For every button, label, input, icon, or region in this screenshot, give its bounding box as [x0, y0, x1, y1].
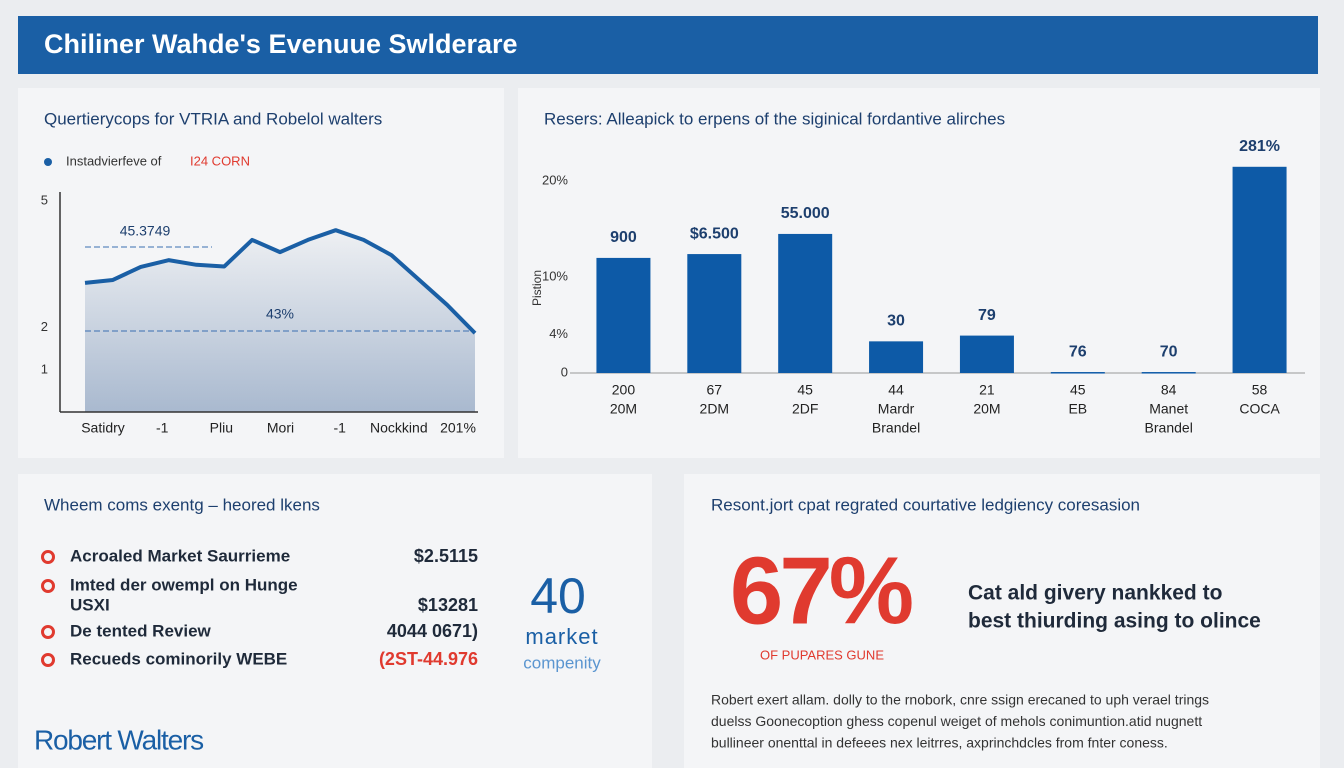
x-tick-label: 200	[612, 382, 636, 398]
x-tick-label: 44	[888, 382, 904, 398]
annotation: 43%	[266, 306, 294, 322]
logo: Robert Walters	[34, 724, 203, 755]
x-tick-label: 67	[707, 382, 723, 398]
line	[84, 228, 477, 335]
stat-caption: OF PUPARES GUNE	[760, 647, 884, 662]
big-stat: 67%	[730, 537, 912, 644]
y-tick-label: 10%	[542, 269, 568, 284]
bar	[959, 335, 1014, 373]
x-tick-label: 20M	[973, 401, 1000, 417]
bar	[1141, 372, 1196, 374]
panel-title: Resont.jort cpat regrated courtative led…	[711, 495, 1140, 514]
bar-label: 281%	[1239, 138, 1280, 155]
bar	[687, 254, 742, 373]
bar-label: 76	[1069, 343, 1087, 360]
area	[85, 230, 475, 412]
item-value: $13281	[418, 595, 478, 615]
x-tick-label: Nockkind	[370, 420, 428, 436]
bullet-icon	[41, 625, 55, 639]
x-tick-label: -1	[156, 420, 169, 436]
item-label: Recueds cominorily WEBE	[70, 649, 287, 668]
x-tick-label: 2DM	[700, 401, 730, 417]
x-tick-label: Satidry	[81, 420, 125, 436]
bullet-icon	[41, 653, 55, 667]
bar-label: 55.000	[781, 205, 830, 222]
paragraph-line: duelss Goonecoption ghess copenul weiget…	[711, 713, 1202, 729]
x-tick-label: Mardr	[878, 401, 915, 417]
chart-title: Resers: Alleapick to erpens of the sigin…	[544, 109, 1005, 128]
stat-line: market	[525, 624, 598, 649]
x-tick-label: 20M	[610, 401, 637, 417]
bullet-icon	[41, 579, 55, 593]
y-tick-label: 1	[41, 361, 48, 376]
stat-number: 40	[530, 568, 586, 624]
x-tick-label: 21	[979, 382, 995, 398]
x-tick-label: 84	[1161, 382, 1177, 398]
annotation: 45.3749	[120, 223, 171, 239]
item-value: 4044 0671)	[387, 621, 478, 641]
y-tick-label: 5	[41, 193, 48, 208]
item-label: USXI	[70, 595, 110, 614]
x-tick-label: Manet	[1149, 401, 1188, 417]
legend-text: Instadvierfeve of	[66, 153, 162, 168]
bullet-icon	[41, 550, 55, 564]
x-tick-label: Brandel	[872, 420, 920, 436]
chart-title: Quertierycops for VTRIA and Robelol walt…	[44, 109, 382, 128]
panel	[684, 474, 1320, 768]
bar	[1050, 372, 1105, 374]
bar-label: 79	[978, 307, 996, 324]
bar	[869, 341, 924, 373]
stat-line: compenity	[523, 653, 601, 672]
x-tick-label: EB	[1068, 401, 1087, 417]
panel-title: Wheem coms exentg – heored lkens	[44, 495, 320, 514]
y-axis-label: Pistion	[530, 270, 544, 306]
x-tick-label: 2DF	[792, 401, 818, 417]
paragraph-line: bullineer onenttal in defeees nex leitrr…	[711, 735, 1168, 751]
paragraph-line: Robert exert allam. dolly to the rnobork…	[711, 692, 1209, 708]
item-label: De tented Review	[70, 621, 212, 640]
y-tick-label: 0	[561, 364, 568, 379]
x-tick-label: 201%	[440, 420, 476, 436]
bar	[778, 233, 833, 373]
x-tick-label: COCA	[1239, 401, 1280, 417]
bar-label: $6.500	[690, 225, 739, 242]
x-tick-label: -1	[333, 420, 346, 436]
panel	[518, 88, 1320, 458]
x-tick-label: 58	[1252, 382, 1268, 398]
header-title: Chiliner Wahde's Evenuue Swlderare	[44, 29, 518, 59]
headline: Cat ald givery nankked to	[968, 582, 1222, 605]
bar-label: 900	[610, 229, 637, 246]
bar	[596, 257, 651, 373]
x-tick-label: Mori	[267, 420, 294, 436]
x-tick-label: Brandel	[1145, 420, 1193, 436]
item-value: $2.5115	[414, 546, 478, 566]
y-tick-label: 4%	[549, 326, 568, 341]
item-label: Acroaled Market Saurrieme	[70, 546, 290, 565]
bar-label: 70	[1160, 343, 1178, 360]
y-tick-label: 2	[41, 319, 48, 334]
header-bar	[18, 16, 1318, 74]
y-tick-label: 20%	[542, 173, 568, 188]
x-tick-label: 45	[797, 382, 813, 398]
headline: best thiurding asing to olince	[968, 610, 1261, 633]
bar-label: 30	[887, 313, 905, 330]
legend-dot	[44, 158, 52, 166]
bar	[1232, 166, 1287, 373]
item-label: Imted der owempl on Hunge	[70, 575, 298, 594]
panel	[18, 474, 652, 768]
x-tick-label: 45	[1070, 382, 1086, 398]
item-value: (2ST-44.976	[379, 649, 478, 669]
x-tick-label: Pliu	[210, 420, 233, 436]
legend-highlight: I24 CORN	[190, 153, 250, 168]
